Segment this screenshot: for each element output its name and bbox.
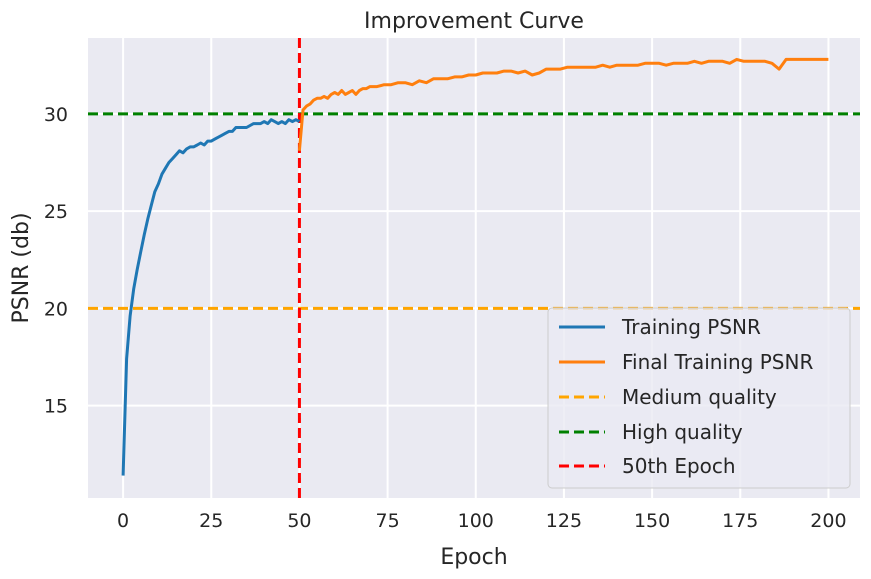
x-tick-label: 150 bbox=[634, 510, 670, 532]
legend-box bbox=[547, 307, 851, 489]
x-axis-label: Epoch bbox=[440, 545, 507, 570]
series-line-training-psnr bbox=[121, 118, 301, 476]
legend-label-training-psnr: Training PSNR bbox=[621, 315, 761, 339]
legend-label-50th-epoch: 50th Epoch bbox=[622, 454, 736, 478]
chart-title: Improvement Curve bbox=[364, 9, 584, 34]
x-tick-label: 100 bbox=[458, 510, 494, 532]
x-tick-label: 175 bbox=[722, 510, 758, 532]
x-tick-label: 25 bbox=[199, 510, 223, 532]
tick-labels-layer: 0 25 50 75 100 125 150 175 200 15 20 25 30 bbox=[44, 104, 847, 532]
legend: Training PSNR Final Training PSNR Medium… bbox=[547, 307, 851, 489]
x-tick-label: 75 bbox=[376, 510, 400, 532]
y-tick-label: 30 bbox=[44, 104, 68, 126]
legend-label-medium-quality: Medium quality bbox=[622, 385, 777, 409]
series-layer bbox=[121, 57, 829, 476]
x-tick-label: 125 bbox=[546, 510, 582, 532]
y-tick-label: 25 bbox=[44, 201, 68, 223]
series-line-final-training-psnr bbox=[297, 57, 829, 151]
x-tick-label: 50 bbox=[287, 510, 311, 532]
y-tick-label: 15 bbox=[44, 396, 68, 418]
legend-label-final-training-psnr: Final Training PSNR bbox=[622, 350, 813, 374]
y-axis-label: PSNR (db) bbox=[9, 212, 34, 323]
x-tick-label: 200 bbox=[810, 510, 846, 532]
reference-lines-layer bbox=[88, 38, 860, 498]
legend-label-high-quality: High quality bbox=[622, 420, 743, 444]
x-tick-label: 0 bbox=[117, 510, 129, 532]
y-tick-label: 20 bbox=[44, 298, 68, 320]
